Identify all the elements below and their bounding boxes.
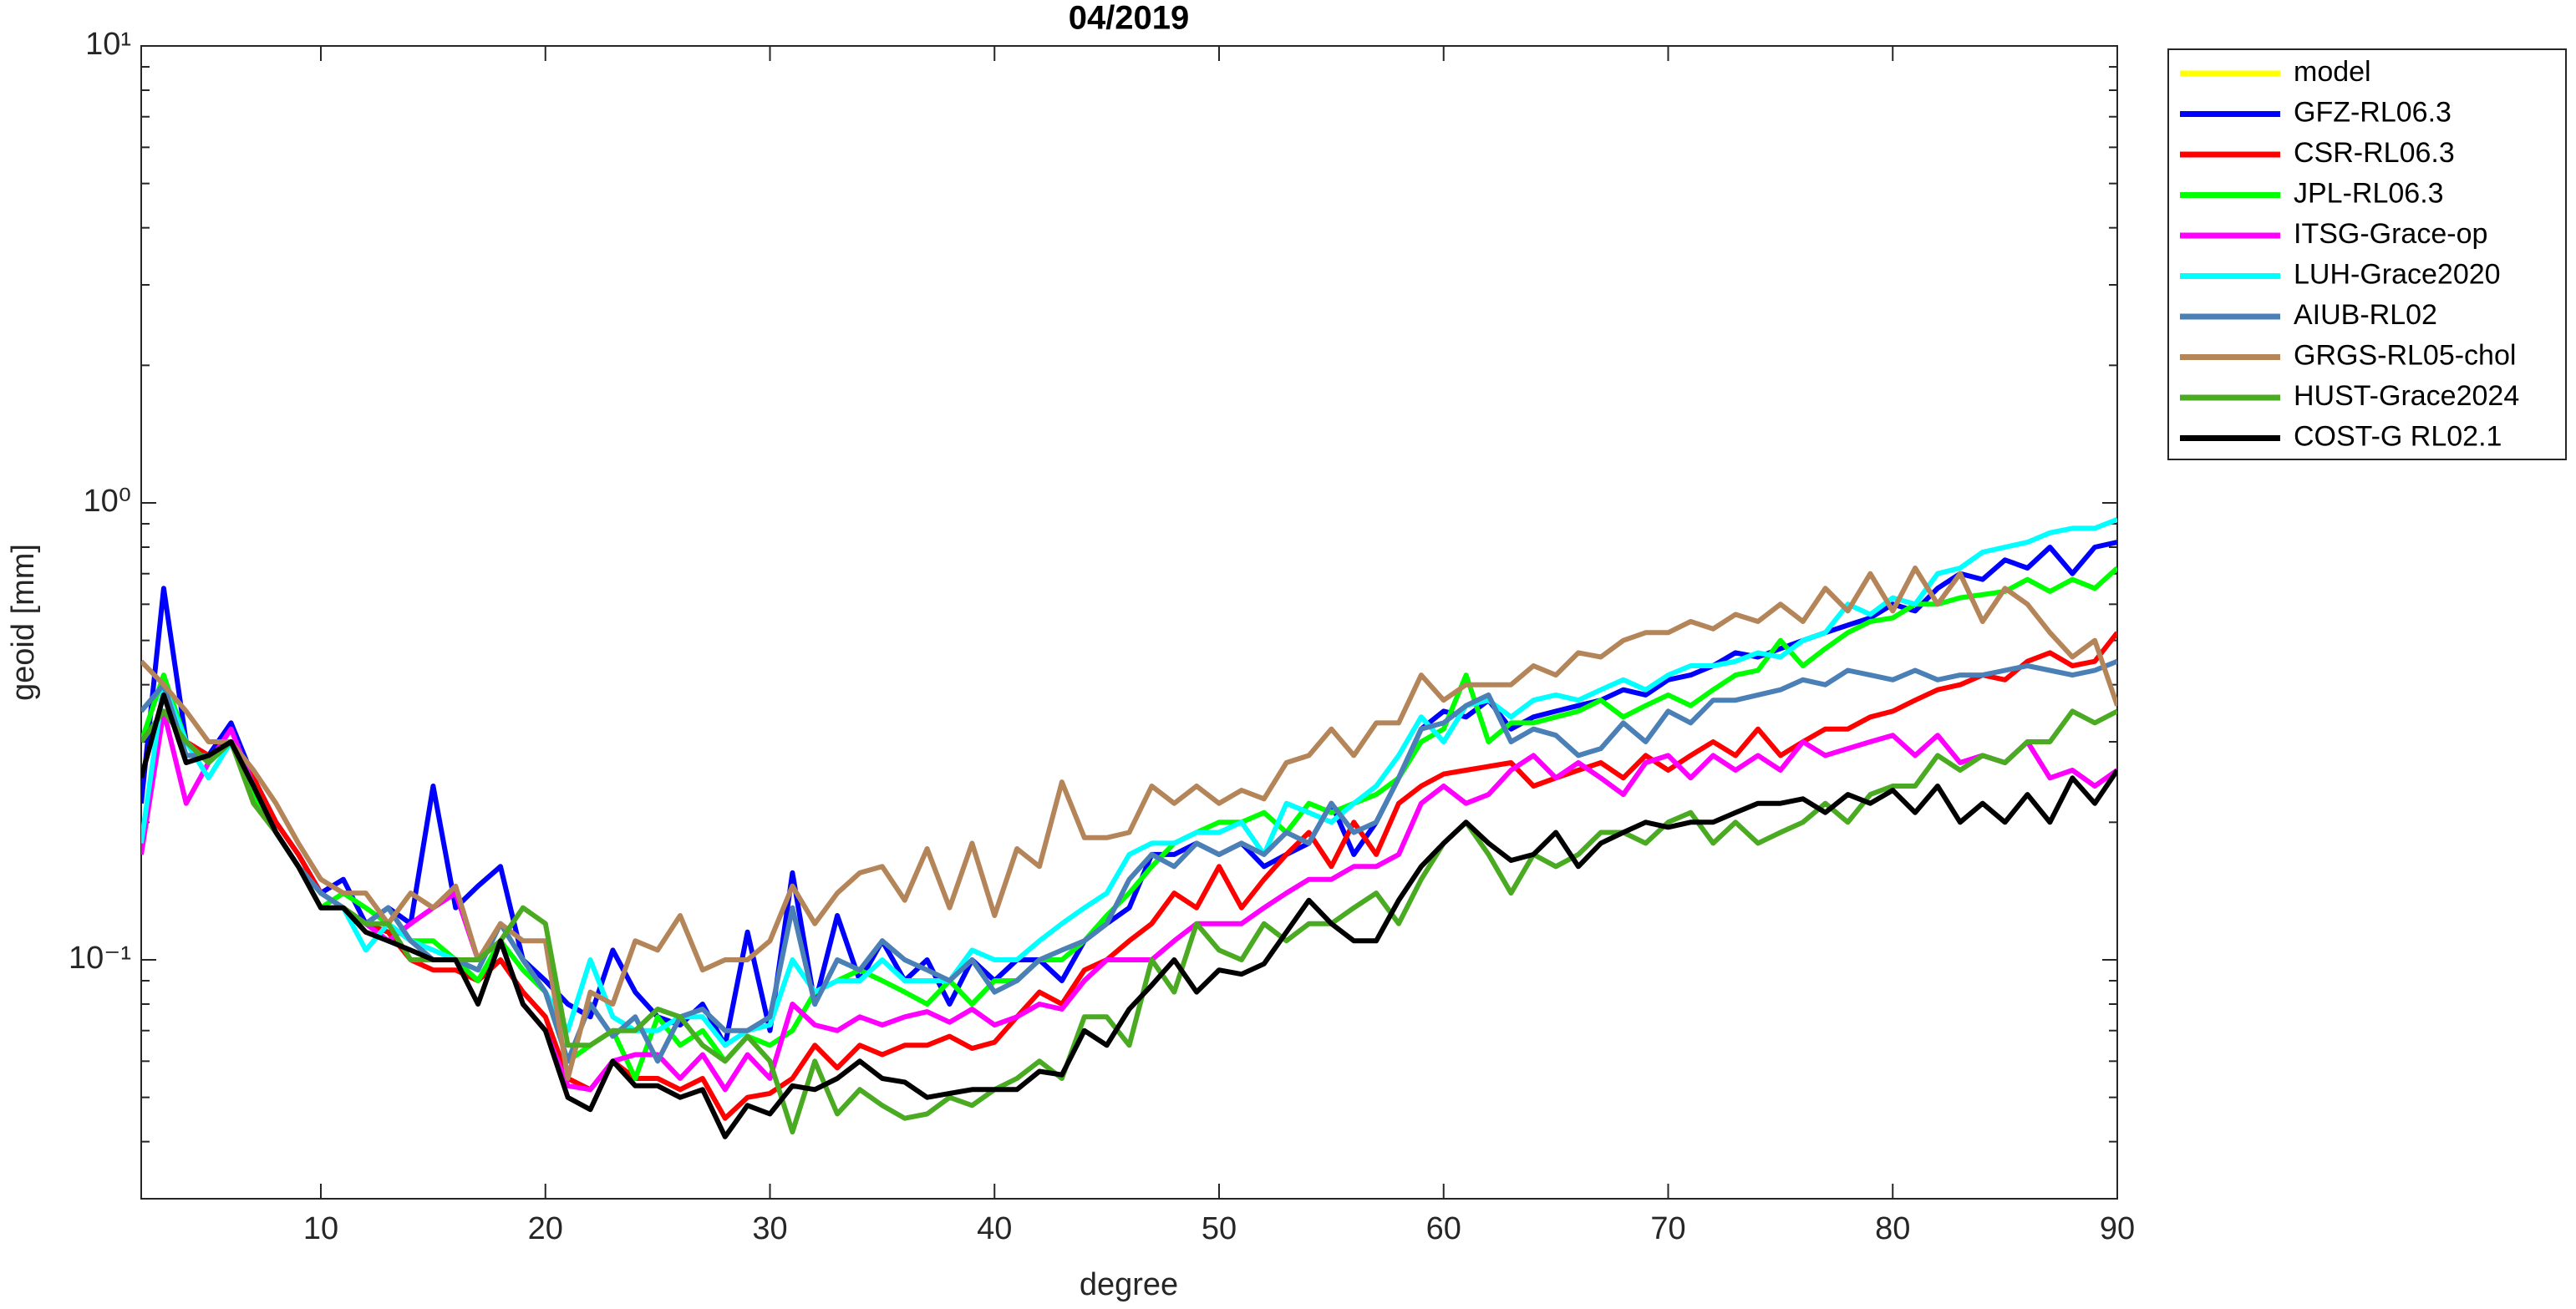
legend-label: GRGS-RL05-chol xyxy=(2294,339,2516,371)
legend-label: HUST-Grace2024 xyxy=(2294,380,2519,412)
legend-label: JPL-RL06.3 xyxy=(2294,177,2444,209)
legend-label: CSR-RL06.3 xyxy=(2294,137,2455,169)
legend-label: COST-G RL02.1 xyxy=(2294,420,2502,452)
x-axis-label: degree xyxy=(1080,1267,1178,1302)
y-tick-label: 10⁰ xyxy=(83,484,131,519)
chart-title: 04/2019 xyxy=(1069,0,1190,37)
y-tick-label: 10¹ xyxy=(85,27,131,62)
series-line xyxy=(141,692,2117,1139)
x-tick-label: 30 xyxy=(752,1211,787,1246)
legend-box xyxy=(2167,48,2567,460)
legend-label: model xyxy=(2294,56,2371,88)
series-line xyxy=(141,566,2117,1081)
series-line xyxy=(141,658,2117,1064)
x-tick-label: 80 xyxy=(1875,1211,1910,1246)
x-tick-label: 70 xyxy=(1650,1211,1685,1246)
x-tick-label: 60 xyxy=(1426,1211,1461,1246)
legend-label: LUH-Grace2020 xyxy=(2294,258,2501,290)
x-tick-label: 50 xyxy=(1202,1211,1237,1246)
x-tick-label: 40 xyxy=(977,1211,1012,1246)
x-tick-label: 10 xyxy=(303,1211,338,1246)
x-tick-label: 20 xyxy=(528,1211,563,1246)
plot-area xyxy=(140,45,2118,1200)
legend-label: ITSG-Grace-op xyxy=(2294,218,2487,250)
y-axis-label: geoid [mm] xyxy=(6,544,41,701)
legend-label: GFZ-RL06.3 xyxy=(2294,96,2452,128)
x-tick-label: 90 xyxy=(2100,1211,2135,1246)
series-line xyxy=(141,708,2117,1135)
legend-label: AIUB-RL02 xyxy=(2294,299,2437,331)
y-tick-label: 10⁻¹ xyxy=(69,941,131,976)
